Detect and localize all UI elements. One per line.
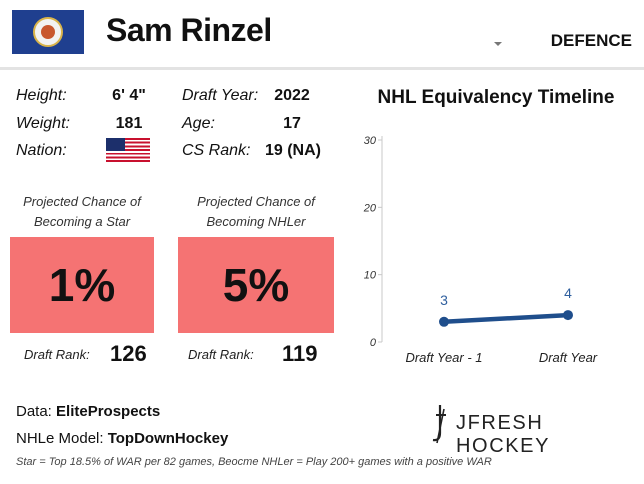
nhler-projection-value: 5% (222, 259, 290, 311)
series-line (441, 312, 571, 325)
nation-label: Nation: (16, 142, 67, 159)
nhler-draft-rank-label: Draft Rank: (188, 347, 254, 362)
nhler-projection-label: Projected Chance of Becoming NHLer (197, 194, 315, 230)
height-value: 6' 4" (112, 87, 146, 104)
star-projection-value: 1% (48, 259, 116, 311)
draft-year-label: Draft Year: (182, 87, 259, 104)
model-source-line: NHLe Model: TopDownHockey (16, 430, 229, 447)
y-tick-label: 30 (364, 135, 377, 147)
model-source: TopDownHockey (107, 430, 229, 447)
chevron-down-icon[interactable] (494, 42, 502, 46)
data-label: 4 (564, 285, 572, 301)
header-divider (0, 67, 644, 70)
data-source-line: Data: EliteProspects (16, 403, 161, 420)
data-source: EliteProspects (56, 403, 161, 420)
chart-title: NHL Equivalency Timeline (377, 87, 615, 108)
weight-label: Weight: (16, 115, 70, 132)
star-draft-rank-label: Draft Rank: (24, 347, 90, 362)
jfresh-logo-icon (432, 405, 446, 444)
age-value: 17 (283, 115, 301, 132)
jfresh-logo: JFRESH HOCKEY (424, 403, 630, 457)
nhler-projection-box: 5% (178, 237, 334, 333)
star-draft-rank-value: 126 (110, 341, 147, 366)
height-label: Height: (16, 87, 67, 104)
nhler-draft-rank-value: 119 (282, 341, 318, 366)
x-tick-label: Draft Year - 1 (405, 350, 482, 365)
minnesota-flag-icon (12, 10, 84, 54)
star-projection-label: Projected Chance of Becoming a Star (23, 194, 141, 230)
data-point (563, 310, 573, 321)
y-tick-label: 20 (363, 202, 377, 214)
y-tick-label: 0 (370, 337, 377, 349)
cs-rank-value: 19 (NA) (264, 142, 321, 159)
weight-value: 181 (115, 115, 143, 132)
player-header: Sam Rinzel DEFENCE (0, 0, 644, 68)
star-projection-box: 1% (10, 237, 154, 333)
usa-flag-icon (106, 138, 150, 162)
y-tick-label: 10 (364, 270, 377, 282)
logo-text: JFRESH HOCKEY (456, 412, 551, 457)
data-point (439, 316, 449, 327)
footnote: Star = Top 18.5% of WAR per 82 games, Be… (16, 456, 492, 468)
age-label: Age: (182, 115, 215, 132)
data-label: 3 (440, 292, 448, 308)
x-tick-label: Draft Year (539, 350, 598, 365)
draft-year-value: 2022 (274, 87, 310, 104)
nhle-timeline-chart: 0 10 20 30 3 4 Draft Year - 1 Draft Year (363, 135, 598, 365)
player-name: Sam Rinzel (106, 12, 272, 48)
player-position: DEFENCE (550, 31, 632, 50)
cs-rank-label: CS Rank: (182, 142, 251, 159)
